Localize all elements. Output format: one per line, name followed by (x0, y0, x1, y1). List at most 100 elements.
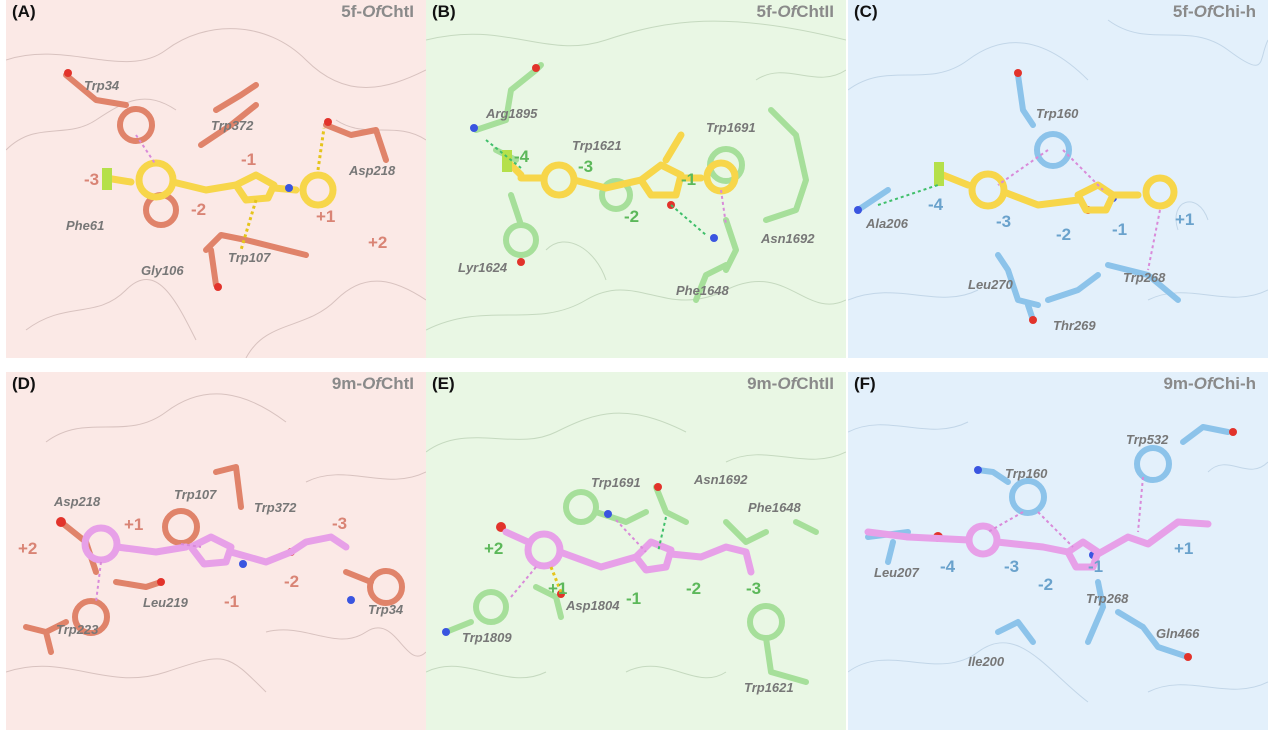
subsite-label: +1 (1174, 539, 1193, 558)
panel-title: 9m-OfChtI (331, 374, 414, 393)
subsite-label: -3 (746, 579, 761, 598)
residue-label: Trp107 (228, 250, 271, 265)
panel-a-labels: Trp34 Trp372 Asp218 Phe61 Gly106 Trp107 -3 -2 -1… (66, 78, 396, 278)
subsite-label: -4 (928, 195, 944, 214)
panel-d-labels: Asp218 Trp107 Trp372 Leu219 Trp223 Trp34 +2 +1 -… (18, 487, 404, 637)
subsite-label: +2 (484, 539, 503, 558)
residue-label: Leu219 (143, 595, 189, 610)
subsite-label: -2 (624, 207, 639, 226)
residue-label: Trp1621 (572, 138, 622, 153)
panel-label: (F) (854, 374, 876, 393)
subsite-label: -1 (1088, 557, 1103, 576)
subsite-label: -1 (626, 589, 641, 608)
subsite-label: -1 (241, 150, 256, 169)
panel-title: 5f-OfChtII (756, 2, 834, 21)
panel-f-labels: Trp532 Trp160 Leu207 Trp268 Gln466 Ile200 -4 -3… (874, 432, 1200, 669)
residue-sticks (855, 72, 1181, 323)
residue-label: Trp1809 (462, 630, 512, 645)
oxygen-atoms (64, 69, 332, 291)
residue-label: Leu270 (968, 277, 1014, 292)
residue-label: Trp160 (1005, 466, 1048, 481)
panel-f-structure: Trp532 Trp160 Leu207 Trp268 Gln466 Ile200 -4 -3… (848, 372, 1268, 730)
protein-surface (6, 372, 426, 730)
residue-label: Leu207 (874, 565, 920, 580)
panel-label: (E) (432, 374, 455, 393)
residue-label: Asp218 (53, 494, 101, 509)
protein-surface (6, 0, 426, 358)
panel-a-structure: Trp34 Trp372 Asp218 Phe61 Gly106 Trp107 -3 -2 -1… (6, 0, 426, 358)
residue-label: Trp1621 (744, 680, 794, 695)
subsite-label: -2 (686, 579, 701, 598)
subsite-label: -3 (332, 514, 347, 533)
surface-contours (426, 412, 846, 679)
residue-label: Trp1691 (591, 475, 641, 490)
subsite-label: -4 (514, 147, 530, 166)
residue-label: Trp223 (56, 622, 99, 637)
panel-b: Arg1895 Trp1621 Trp1691 Lyr1624 Asn1692 Phe16… (426, 0, 846, 358)
surface-contours (426, 20, 846, 331)
subsite-label: +1 (548, 579, 567, 598)
residue-label: Trp268 (1123, 270, 1166, 285)
panel-e: Trp1691 Asn1692 Phe1648 Asp1804 Trp1809 Trp16… (426, 372, 846, 730)
interaction-lines (135, 127, 326, 251)
interaction-lines (485, 139, 727, 236)
panel-label: (D) (12, 374, 36, 393)
subsite-label: +2 (368, 233, 387, 252)
oxygen-atoms (496, 483, 662, 598)
residue-label: Lyr1624 (458, 260, 508, 275)
subsite-label: +1 (124, 515, 143, 534)
panel-label: (B) (432, 2, 456, 21)
residue-label: Ala206 (865, 216, 909, 231)
panel-title: 9m-OfChtII (747, 374, 834, 393)
residue-label: Trp372 (211, 118, 254, 133)
subsite-label: +1 (316, 207, 335, 226)
ligand (502, 131, 739, 199)
residue-label: Asn1692 (693, 472, 748, 487)
subsite-label: -1 (1112, 220, 1127, 239)
surface-contours (6, 393, 426, 693)
protein-surface (848, 0, 1268, 358)
residue-label: Trp1691 (706, 120, 756, 135)
subsite-label: -2 (191, 200, 206, 219)
nitrogen-atoms (470, 124, 718, 242)
residue-label: Trp107 (174, 487, 217, 502)
residue-label: Trp268 (1086, 591, 1129, 606)
subsite-label: +2 (18, 539, 37, 558)
surface-contours (848, 421, 1268, 703)
fluorine-group (102, 168, 112, 190)
panel-d-structure: Asp218 Trp107 Trp372 Leu219 Trp223 Trp34 +2 +1 -… (6, 372, 426, 730)
oxygen-atoms (517, 64, 675, 266)
panel-b-structure: Arg1895 Trp1621 Trp1691 Lyr1624 Asn1692 Phe16… (426, 0, 846, 358)
subsite-label: -3 (84, 170, 99, 189)
residue-label: Trp34 (368, 602, 404, 617)
subsite-label: -2 (1056, 225, 1071, 244)
residue-label: Asp1804 (565, 598, 620, 613)
residue-sticks (23, 464, 405, 655)
subsite-label: +1 (1175, 210, 1194, 229)
panel-label: (A) (12, 2, 36, 21)
residue-label: Ile200 (968, 654, 1005, 669)
residue-label: Phe61 (66, 218, 104, 233)
ligand (102, 159, 337, 209)
residue-sticks (865, 424, 1231, 660)
interaction-lines (877, 149, 1161, 271)
residue-label: Phe1648 (676, 283, 730, 298)
ligand (864, 518, 1212, 571)
interaction-lines (987, 476, 1144, 548)
subsite-label: -1 (681, 170, 696, 189)
residue-label: Trp34 (84, 78, 120, 93)
panel-c: Trp160 Ala206 Leu270 Trp268 Thr269 -4 -3 -2 -1 +1… (848, 0, 1268, 358)
residue-label: Gln466 (1156, 626, 1200, 641)
nitrogen-atom (285, 184, 293, 192)
subsite-label: -3 (1004, 557, 1019, 576)
panel-title: 9m-OfChi-h (1163, 374, 1256, 393)
nitrogen-atoms (239, 560, 355, 604)
residue-label: Arg1895 (485, 106, 538, 121)
ligand (939, 170, 1178, 214)
fluorine-group (934, 162, 944, 186)
panel-f: Trp532 Trp160 Leu207 Trp268 Gln466 Ile200 -4 -3… (848, 372, 1268, 730)
subsite-label: -3 (578, 157, 593, 176)
subsite-label: -2 (1038, 575, 1053, 594)
